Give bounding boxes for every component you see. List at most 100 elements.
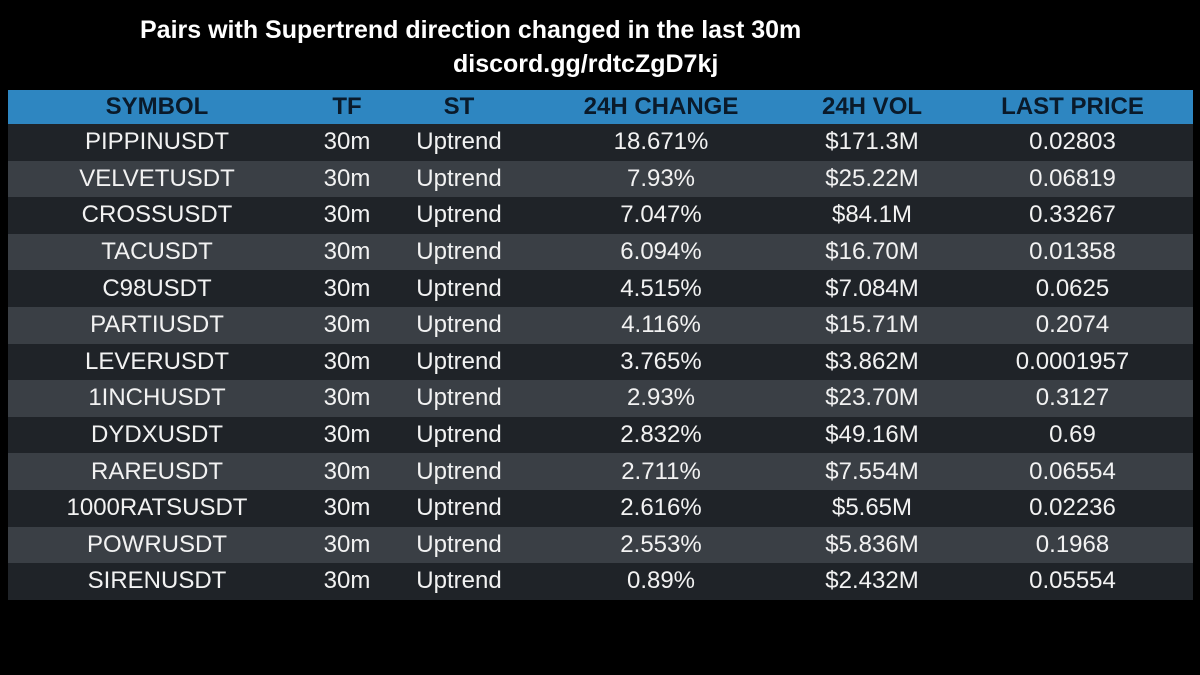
st-cell: Uptrend [416,384,502,412]
tf-cell: 30m [323,201,371,229]
volume-cell: $3.862M [825,347,919,375]
st-cell: Uptrend [416,457,502,485]
change-cell: 6.094% [620,238,702,266]
symbol-cell: 1000RATSUSDT [66,494,248,522]
volume-cell: $7.084M [825,274,919,302]
st-cell: Uptrend [416,567,502,595]
tf-cell: 30m [323,164,371,192]
tf-cell: 30m [323,567,371,595]
change-cell: 4.515% [620,274,702,302]
symbol-cell: SIRENUSDT [87,567,227,595]
volume-cell: $2.432M [825,567,919,595]
change-cell: 7.047% [620,201,702,229]
volume-cell: $49.16M [825,421,919,449]
price-cell: 0.02236 [1029,494,1116,522]
column-header-st: ST [443,93,475,120]
price-cell: 0.33267 [1029,201,1116,229]
tf-cell: 30m [323,311,371,339]
table-row: 1000RATSUSDT 30m Uptrend 2.616% $5.65M 0.0223… [8,489,1193,527]
volume-cell: $7.554M [825,457,919,485]
change-cell: 2.711% [621,457,701,485]
table-row: C98USDT 30m Uptrend 4.515% $7.084M 0.0625 [8,270,1193,307]
price-cell: 0.01358 [1029,238,1116,266]
pairs-table-container: SYMBOL TF ST 24H CHANGE 24H VOL LAST PRI… [8,90,1193,600]
column-header-24h-change: 24H CHANGE [583,93,739,120]
table-row: LEVERUSDT 30m Uptrend 3.765% $3.862M 0.000195… [8,343,1193,381]
st-cell: Uptrend [416,201,502,229]
tf-cell: 30m [323,421,371,449]
symbol-cell: TACUSDT [101,238,213,266]
volume-cell: $84.1M [831,201,913,229]
change-cell: 4.116% [621,311,701,339]
volume-cell: $171.3M [825,128,919,156]
price-cell: 0.06554 [1029,457,1116,485]
change-cell: 3.765% [620,347,702,375]
table-row: CROSSUSDT 30m Uptrend 7.047% $84.1M 0.33267 [8,197,1193,234]
price-cell: 0.0625 [1035,274,1110,302]
volume-cell: $5.836M [825,530,919,558]
change-cell: 7.93% [626,164,696,192]
table-body: PIPPINUSDT 30m Uptrend 18.671% $171.3M 0.0280… [8,124,1193,600]
volume-cell: $15.71M [825,311,919,339]
volume-cell: $16.70M [825,238,919,266]
price-cell: 0.2074 [1035,311,1110,339]
column-header-last-price: LAST PRICE [1001,93,1144,120]
symbol-cell: LEVERUSDT [84,347,230,375]
price-cell: 0.69 [1049,421,1096,449]
volume-cell: $25.22M [825,164,919,192]
price-cell: 0.05554 [1029,567,1116,595]
table-row: VELVETUSDT 30m Uptrend 7.93% $25.22M 0.06819 [8,160,1193,198]
tf-cell: 30m [323,274,371,302]
st-cell: Uptrend [416,494,502,522]
table-row: TACUSDT 30m Uptrend 6.094% $16.70M 0.01358 [8,233,1193,271]
symbol-cell: PIPPINUSDT [84,128,230,156]
st-cell: Uptrend [416,347,502,375]
table-row: RAREUSDT 30m Uptrend 2.711% $7.554M 0.06554 [8,453,1193,490]
st-cell: Uptrend [416,530,502,558]
price-cell: 0.02803 [1029,128,1116,156]
change-cell: 2.553% [620,530,702,558]
st-cell: Uptrend [416,238,502,266]
discord-invite-link: discord.gg/rdtcZgD7kj [453,50,719,78]
price-cell: 0.06819 [1029,164,1116,192]
tf-cell: 30m [323,128,371,156]
table-row: POWRUSDT 30m Uptrend 2.553% $5.836M 0.1968 [8,526,1193,564]
table-row: DYDXUSDT 30m Uptrend 2.832% $49.16M 0.69 [8,416,1193,454]
change-cell: 2.616% [620,494,702,522]
price-cell: 0.1968 [1035,530,1110,558]
tf-cell: 30m [323,494,371,522]
symbol-cell: RAREUSDT [90,457,223,485]
st-cell: Uptrend [416,164,502,192]
column-header-tf: TF [332,93,362,120]
st-cell: Uptrend [416,421,502,449]
supertrend-pairs-table: SYMBOL TF ST 24H CHANGE 24H VOL LAST PRI… [8,90,1193,600]
column-header-symbol: SYMBOL [105,93,209,120]
symbol-cell: PARTIUSDT [90,311,224,339]
tf-cell: 30m [323,384,371,412]
volume-cell: $5.65M [831,494,913,522]
column-header-24h-vol: 24H VOL [821,93,923,120]
symbol-cell: POWRUSDT [87,530,227,558]
st-cell: Uptrend [416,128,502,156]
st-cell: Uptrend [416,274,502,302]
st-cell: Uptrend [416,311,502,339]
symbol-cell: 1INCHUSDT [88,384,226,412]
tf-cell: 30m [323,457,371,485]
price-cell: 0.3127 [1035,384,1110,412]
table-row: PARTIUSDT 30m Uptrend 4.116% $15.71M 0.2074 [8,306,1193,344]
symbol-cell: DYDXUSDT [90,421,223,449]
table-header-row: SYMBOL TF ST 24H CHANGE 24H VOL LAST PRI… [8,90,1193,124]
price-cell: 0.0001957 [1015,347,1130,375]
table-row: SIRENUSDT 30m Uptrend 0.89% $2.432M 0.05554 [8,563,1193,600]
change-cell: 0.89% [626,567,696,595]
tf-cell: 30m [323,530,371,558]
tf-cell: 30m [323,238,371,266]
volume-cell: $23.70M [825,384,919,412]
table-row: 1INCHUSDT 30m Uptrend 2.93% $23.70M 0.3127 [8,380,1193,417]
change-cell: 2.832% [620,421,702,449]
page-title: Pairs with Supertrend direction changed … [140,16,802,44]
symbol-cell: VELVETUSDT [79,164,235,192]
change-cell: 2.93% [626,384,696,412]
table-row: PIPPINUSDT 30m Uptrend 18.671% $171.3M 0.0280… [8,124,1193,161]
tf-cell: 30m [323,347,371,375]
